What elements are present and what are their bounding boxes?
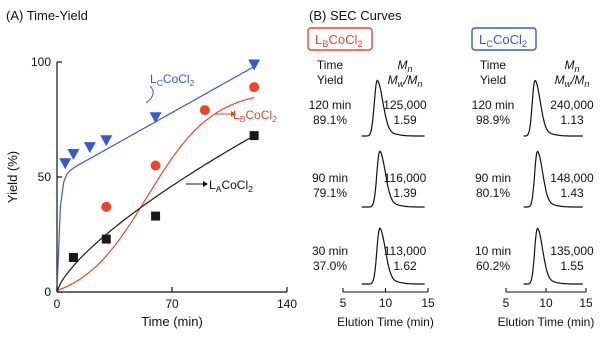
panel-a: (A) Time-Yield 0 50 100 0 70 140 Yield (%) Ti… xyxy=(5,8,297,329)
row-yield: 60.2% xyxy=(476,259,510,273)
row-dispersity: 1.39 xyxy=(393,186,417,200)
sec-curve xyxy=(361,227,425,285)
header-dispersity: Mw/Mn xyxy=(555,73,590,89)
data-point xyxy=(249,82,260,93)
sec-curve xyxy=(361,79,425,137)
row-dispersity: 1.13 xyxy=(560,113,584,127)
data-point xyxy=(199,105,210,116)
row-dispersity: 1.62 xyxy=(393,259,417,273)
data-point xyxy=(150,160,161,171)
data-point xyxy=(248,59,261,71)
sec-x-axis-label: Elution Time (min) xyxy=(337,315,434,329)
row-yield: 79.1% xyxy=(313,186,347,200)
data-point xyxy=(83,142,96,154)
header-mn: Mn xyxy=(397,58,412,74)
row-mn: 113,000 xyxy=(384,244,427,258)
sec-x-tick-label: 15 xyxy=(421,296,435,310)
row-time: 90 min xyxy=(312,171,348,185)
curve-label-lc: LCCoCl2 xyxy=(150,72,195,88)
x-tick-label: 140 xyxy=(277,297,297,311)
row-dispersity: 1.55 xyxy=(560,259,584,273)
fit-curve-la xyxy=(56,135,255,292)
sec-x-tick-label: 10 xyxy=(379,296,393,310)
y-tick-label: 50 xyxy=(38,170,52,184)
row-dispersity: 1.59 xyxy=(393,113,417,127)
curve-labels: LCCoCl2 LBCoCl2 LACoCl2 xyxy=(145,72,277,194)
x-tick-label: 70 xyxy=(165,297,179,311)
sec-curve xyxy=(523,150,583,208)
row-time: 10 min xyxy=(475,244,511,258)
sec-x-axis-label: Elution Time (min) xyxy=(498,315,595,329)
header-mn: Mn xyxy=(564,58,579,74)
leader-lc xyxy=(145,85,154,104)
data-point xyxy=(101,201,112,212)
arrow-lb xyxy=(231,111,236,117)
panel-b-title: (B) SEC Curves xyxy=(309,8,402,23)
catalyst-badge xyxy=(471,27,537,51)
row-mn: 116,000 xyxy=(384,171,427,185)
data-point xyxy=(149,112,162,124)
header-dispersity: Mw/Mn xyxy=(388,73,423,89)
data-point xyxy=(100,135,113,147)
row-dispersity: 1.43 xyxy=(560,186,584,200)
header-time: Time xyxy=(317,58,344,72)
row-time: 90 min xyxy=(475,171,511,185)
header-yield: Yield xyxy=(480,73,506,87)
x-axis-label: Time (min) xyxy=(141,314,203,329)
row-mn: 135,000 xyxy=(550,244,594,258)
row-time: 120 min xyxy=(309,98,352,112)
axis-ticks: 0 50 100 0 70 140 xyxy=(31,55,297,311)
sec-curve xyxy=(523,79,583,137)
fit-curve-lb xyxy=(56,97,255,292)
arrow-la xyxy=(203,181,208,187)
row-time: 120 min xyxy=(472,98,515,112)
sec-x-tick-label: 5 xyxy=(340,296,347,310)
sec-x-tick-label: 10 xyxy=(539,296,553,310)
data-point xyxy=(101,234,111,244)
row-yield: 37.0% xyxy=(313,259,347,273)
y-tick-label: 100 xyxy=(31,55,51,69)
data-point xyxy=(249,131,259,141)
sec-curve xyxy=(523,227,583,285)
row-mn: 148,000 xyxy=(550,171,594,185)
data-points xyxy=(59,59,261,262)
y-axis-label: Yield (%) xyxy=(5,151,20,203)
header-yield: Yield xyxy=(317,73,343,87)
catalyst-badge xyxy=(307,27,373,51)
row-yield: 98.9% xyxy=(476,113,510,127)
panel-a-title: (A) Time-Yield xyxy=(6,8,88,23)
catalyst-badge-label: LBCoCl2 xyxy=(315,32,363,49)
catalyst-badge-label: LCCoCl2 xyxy=(479,32,527,49)
data-point xyxy=(67,149,80,160)
y-tick-label: 0 xyxy=(44,285,51,299)
row-yield: 80.1% xyxy=(476,186,510,200)
row-time: 30 min xyxy=(312,244,348,258)
x-tick-label: 0 xyxy=(54,297,61,311)
data-point xyxy=(59,158,72,170)
curve-label-la: LACoCl2 xyxy=(209,178,253,194)
sec-curve xyxy=(361,150,425,208)
row-mn: 240,000 xyxy=(550,98,594,112)
header-time: Time xyxy=(480,58,507,72)
sec-x-tick-label: 15 xyxy=(579,296,593,310)
row-yield: 89.1% xyxy=(313,113,347,127)
curve-label-lb: LBCoCl2 xyxy=(233,108,277,124)
row-mn: 125,000 xyxy=(383,98,427,112)
data-point xyxy=(151,211,161,221)
sec-x-tick-label: 5 xyxy=(503,296,510,310)
data-point xyxy=(68,253,78,262)
